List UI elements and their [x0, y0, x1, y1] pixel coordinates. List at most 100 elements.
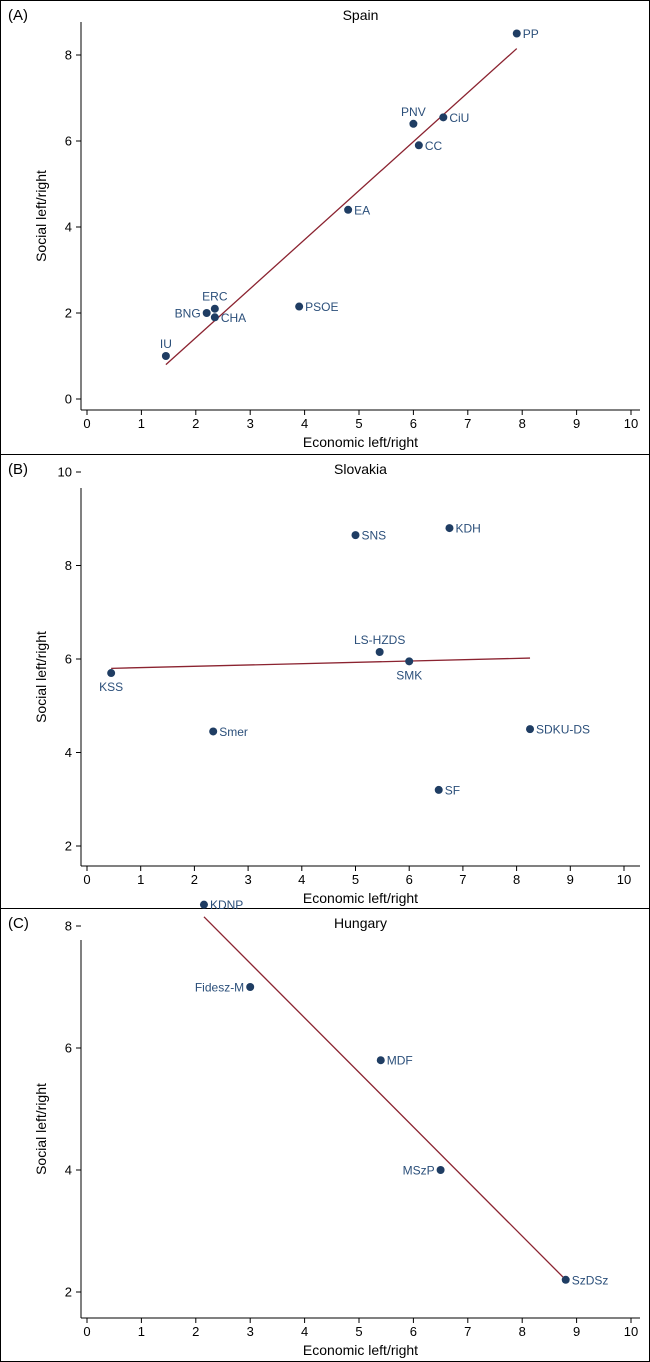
data-label: PNV	[401, 105, 426, 119]
panel-label: (C)	[8, 915, 29, 932]
data-point-sdku-ds	[526, 725, 535, 734]
y-axis-label: Social left/right	[33, 1083, 49, 1175]
data-label: PP	[523, 27, 539, 41]
x-tick-label: 7	[459, 872, 466, 887]
data-point-kdnp	[199, 900, 208, 909]
x-tick-label: 3	[247, 416, 254, 431]
x-tick-label: 4	[298, 872, 305, 887]
x-tick-label: 9	[573, 416, 580, 431]
panel-1: (B) Slovakia 0 1 2 3 4 5 6 7 8 9 10 2 4 6 8 10 Economic le…	[0, 454, 650, 906]
data-label: MDF	[387, 1054, 413, 1068]
x-axis-label: Economic left/right	[303, 434, 418, 450]
data-label: CHA	[221, 311, 246, 325]
x-tick-label: 7	[464, 416, 471, 431]
data-label: KSS	[99, 680, 123, 694]
data-point-cha	[210, 313, 219, 322]
x-tick-label: 4	[301, 1324, 308, 1339]
x-tick-label: 0	[83, 1324, 90, 1339]
data-label: SMK	[396, 668, 422, 682]
data-point-smk	[405, 657, 414, 666]
x-tick-label: 5	[355, 1324, 362, 1339]
data-label: MSzP	[403, 1164, 435, 1178]
data-point-fidesz-m	[246, 983, 255, 991]
data-point-psoe	[295, 302, 304, 311]
x-tick-label: 8	[519, 416, 526, 431]
x-tick-label: 10	[617, 872, 631, 887]
x-tick-label: 2	[191, 872, 198, 887]
x-tick-label: 8	[519, 1324, 526, 1339]
y-tick-label: 8	[65, 48, 72, 63]
data-point-sf	[434, 785, 443, 794]
data-point-kdh	[445, 524, 454, 533]
y-tick-label: 2	[65, 839, 72, 854]
data-label: IU	[160, 337, 172, 351]
x-tick-label: 5	[352, 872, 359, 887]
data-point-cc	[414, 141, 423, 150]
x-tick-label: 1	[137, 872, 144, 887]
chart-title: Slovakia	[334, 461, 387, 477]
data-point-ls-hzds	[375, 647, 384, 656]
data-point-sns	[351, 531, 360, 540]
data-point-pp	[512, 29, 521, 38]
data-point-ea	[344, 205, 353, 214]
data-label: SNS	[362, 529, 387, 543]
fit-line	[203, 916, 567, 1281]
data-label: ERC	[202, 290, 228, 304]
y-tick-label: 6	[65, 652, 72, 667]
x-tick-label: 9	[573, 1324, 580, 1339]
data-point-iu	[161, 352, 170, 360]
x-tick-label: 8	[513, 872, 520, 887]
data-label: Fidesz-M	[195, 981, 244, 995]
x-tick-label: 6	[406, 872, 413, 887]
y-tick-label: 0	[65, 392, 72, 407]
y-axis-label: Social left/right	[33, 631, 49, 723]
data-label: SDKU-DS	[536, 723, 590, 737]
data-point-szdsz	[561, 1275, 570, 1284]
fit-line	[111, 657, 531, 669]
data-point-mszp	[436, 1166, 445, 1174]
data-point-mdf	[376, 1056, 385, 1065]
chart-title: Hungary	[334, 915, 387, 931]
x-tick-label: 10	[624, 1324, 638, 1339]
data-point-smer	[209, 727, 218, 736]
y-tick-label: 6	[65, 1041, 72, 1056]
x-tick-label: 4	[301, 416, 308, 431]
data-label: BNG	[175, 307, 201, 321]
data-label: CiU	[449, 111, 469, 125]
x-tick-label: 10	[624, 416, 638, 431]
y-tick-label: 8	[65, 919, 72, 934]
x-tick-label: 6	[410, 1324, 417, 1339]
x-axis-label: Economic left/right	[303, 1342, 418, 1358]
x-tick-label: 3	[247, 1324, 254, 1339]
y-tick-label: 2	[65, 1285, 72, 1300]
y-tick-label: 10	[58, 465, 72, 480]
x-tick-label: 1	[138, 416, 145, 431]
data-label: KDH	[455, 522, 480, 536]
panel-2: (C) Hungary 0 1 2 3 4 5 6 7 8 9 10 2 4 6 8 Economic left/…	[0, 898, 650, 1358]
x-tick-label: 0	[83, 872, 90, 887]
data-label: SzDSz	[572, 1273, 609, 1287]
data-point-pnv	[409, 119, 418, 128]
x-tick-label: 3	[244, 872, 251, 887]
x-tick-label: 9	[567, 872, 574, 887]
data-point-erc	[210, 304, 219, 313]
y-axis-label: Social left/right	[33, 170, 49, 262]
y-tick-label: 2	[65, 306, 72, 321]
data-label: Smer	[219, 725, 248, 739]
x-tick-label: 0	[83, 416, 90, 431]
data-point-ciu	[439, 113, 448, 122]
data-label: SF	[445, 783, 460, 797]
fit-line	[165, 48, 518, 366]
data-label: EA	[354, 203, 370, 217]
data-point-kss	[107, 669, 116, 678]
data-label: KDNP	[210, 898, 243, 912]
panel-label: (A)	[8, 7, 28, 24]
panel-0: (A) Spain 0 1 2 3 4 5 6 7 8 9 10 0 2 4 6 8 Economic left/r…	[8, 7, 640, 450]
chart-title: Spain	[343, 7, 379, 23]
data-label: CC	[425, 139, 443, 153]
y-tick-label: 8	[65, 558, 72, 573]
x-axis-label: Economic left/right	[303, 890, 418, 906]
